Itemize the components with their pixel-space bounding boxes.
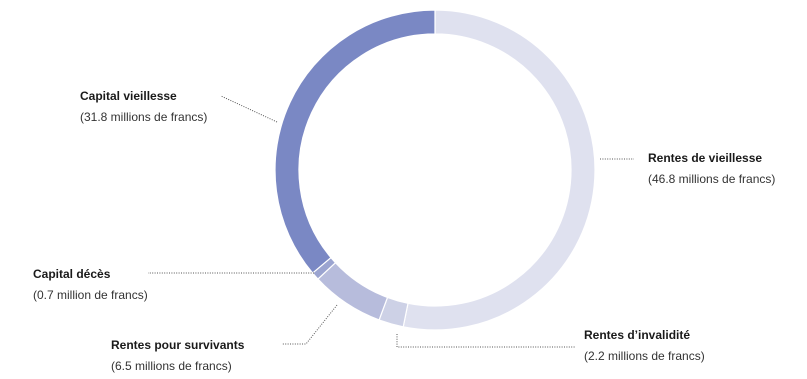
value-label-rentes-vieillesse: (46.8 millions de francs)	[648, 172, 775, 186]
leader-line-rentes-survivants	[282, 304, 338, 345]
leader-line-capital-vieillesse	[220, 95, 278, 123]
label-rentes-invalidite: Rentes d’invalidité	[584, 328, 690, 342]
slice-capital-vieillesse	[274, 9, 436, 274]
label-rentes-vieillesse: Rentes de vieillesse	[648, 151, 762, 165]
label-capital-deces: Capital décès	[33, 267, 111, 281]
labels-layer: Rentes de vieillesse (46.8 millions de fr…	[33, 89, 775, 373]
leader-line-rentes-invalidite	[396, 334, 575, 348]
slices-layer	[274, 9, 596, 331]
leader-lines-layer	[148, 95, 634, 348]
value-label-capital-vieillesse: (31.8 millions de francs)	[80, 110, 207, 124]
label-capital-vieillesse: Capital vieillesse	[80, 89, 177, 103]
label-rentes-survivants: Rentes pour survivants	[111, 338, 245, 352]
value-label-capital-deces: (0.7 million de francs)	[33, 288, 148, 302]
value-label-rentes-invalidite: (2.2 millions de francs)	[584, 349, 705, 363]
slice-rentes-survivants	[317, 261, 389, 321]
value-label-rentes-survivants: (6.5 millions de francs)	[111, 359, 232, 373]
slice-rentes-vieillesse	[402, 9, 596, 331]
